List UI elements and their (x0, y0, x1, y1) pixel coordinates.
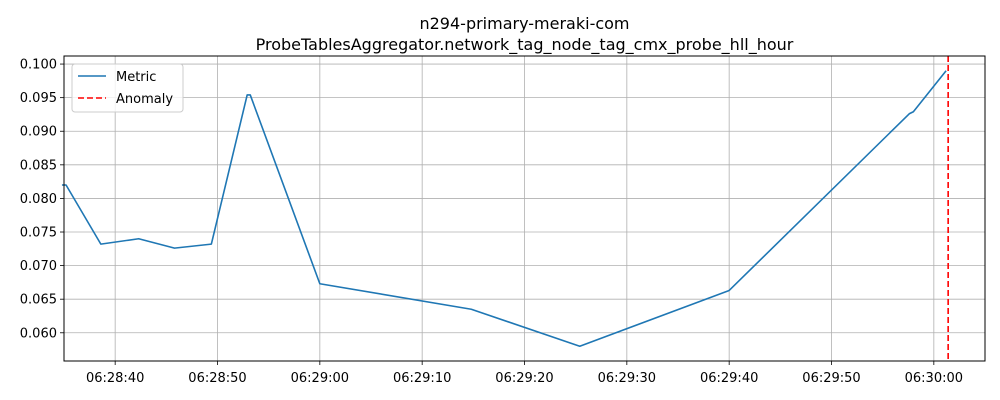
x-tick-label: 06:28:50 (188, 371, 246, 386)
y-tick-label: 0.070 (20, 259, 57, 274)
x-tick-label: 06:29:50 (802, 371, 860, 386)
y-tick-label: 0.100 (20, 58, 57, 73)
y-tick-label: 0.075 (20, 226, 57, 241)
x-tick-label: 06:29:30 (598, 371, 656, 386)
metric-line (61, 70, 947, 348)
chart-subtitle: ProbeTablesAggregator.network_tag_node_t… (256, 35, 794, 55)
series-layer (61, 56, 949, 361)
x-tick-label: 06:29:40 (700, 371, 758, 386)
x-tick-label: 06:29:00 (291, 371, 349, 386)
y-axis: 0.060 0.065 0.070 0.075 0.080 0.085 0.090 0.095… (20, 58, 64, 341)
y-tick-label: 0.095 (20, 91, 57, 106)
y-tick-label: 0.085 (20, 158, 57, 173)
x-tick-label: 06:30:00 (905, 371, 963, 386)
legend: Metric Anomaly (71, 63, 184, 113)
legend-label-metric: Metric (116, 70, 156, 85)
y-tick-label: 0.080 (20, 192, 57, 207)
plot-frame (63, 55, 986, 362)
chart-title: n294-primary-meraki-com (419, 14, 629, 33)
x-tick-label: 06:29:20 (495, 371, 553, 386)
y-tick-label: 0.065 (20, 293, 57, 308)
y-tick-label: 0.090 (20, 125, 57, 140)
x-axis: 06:28:40 06:28:50 06:29:00 06:29:10 06:29:20… (86, 361, 963, 386)
legend-label-anomaly: Anomaly (116, 92, 173, 107)
x-tick-label: 06:29:10 (393, 371, 451, 386)
grid (64, 56, 985, 361)
x-tick-label: 06:28:40 (86, 371, 144, 386)
y-tick-label: 0.060 (20, 326, 57, 341)
